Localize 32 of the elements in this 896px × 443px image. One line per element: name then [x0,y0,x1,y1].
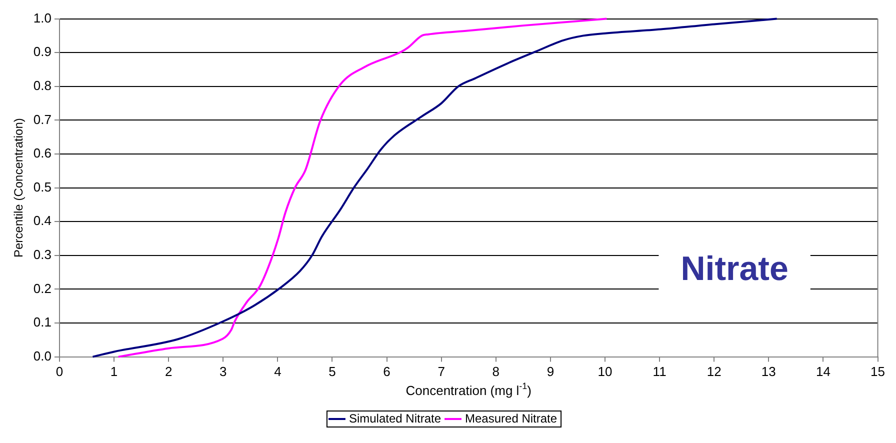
text: Nitrate [680,250,788,288]
x-tick-label: 10 [598,364,612,380]
y-tick-label: 0.8 [33,78,52,93]
y-tick-label: 0.6 [33,146,52,161]
y-tick-label: 0.3 [33,246,52,262]
y-axis-title: Percentile (Concentration) [12,118,26,258]
x-tick-label: 9 [546,364,554,380]
legend-label: Measured Nitrate [465,411,558,426]
x-tick-label: 2 [164,364,172,380]
x-tick-label: 3 [220,364,227,380]
x-tick-label: 0 [56,364,64,380]
x-tick-label: 8 [492,364,500,380]
y-tick-label: 0.4 [33,213,52,228]
y-tick-label: 1.0 [33,10,52,26]
x-tick-label: 6 [383,364,390,380]
line-series [117,18,608,358]
legend-label: Simulated Nitrate [348,411,442,426]
x-tick-label: 12 [706,364,722,380]
x-tick-label: 4 [274,364,282,380]
x-tick-label: 5 [328,364,336,380]
y-tick-label: 0.7 [33,112,52,127]
x-tick-label: 11 [652,364,666,380]
y-tick-label: 0.5 [33,179,52,194]
x-tick-label: 15 [870,364,886,380]
y-tick-label: 0.2 [33,280,52,296]
y-tick-label: 0.9 [33,44,52,60]
x-tick-label: 1 [110,364,118,380]
x-tick-label: 13 [761,364,776,380]
x-tick-label: 14 [816,364,830,380]
x-tick-label: 7 [438,364,445,380]
y-tick-label: 0.1 [33,314,52,330]
y-tick-label: 0.0 [33,348,52,364]
